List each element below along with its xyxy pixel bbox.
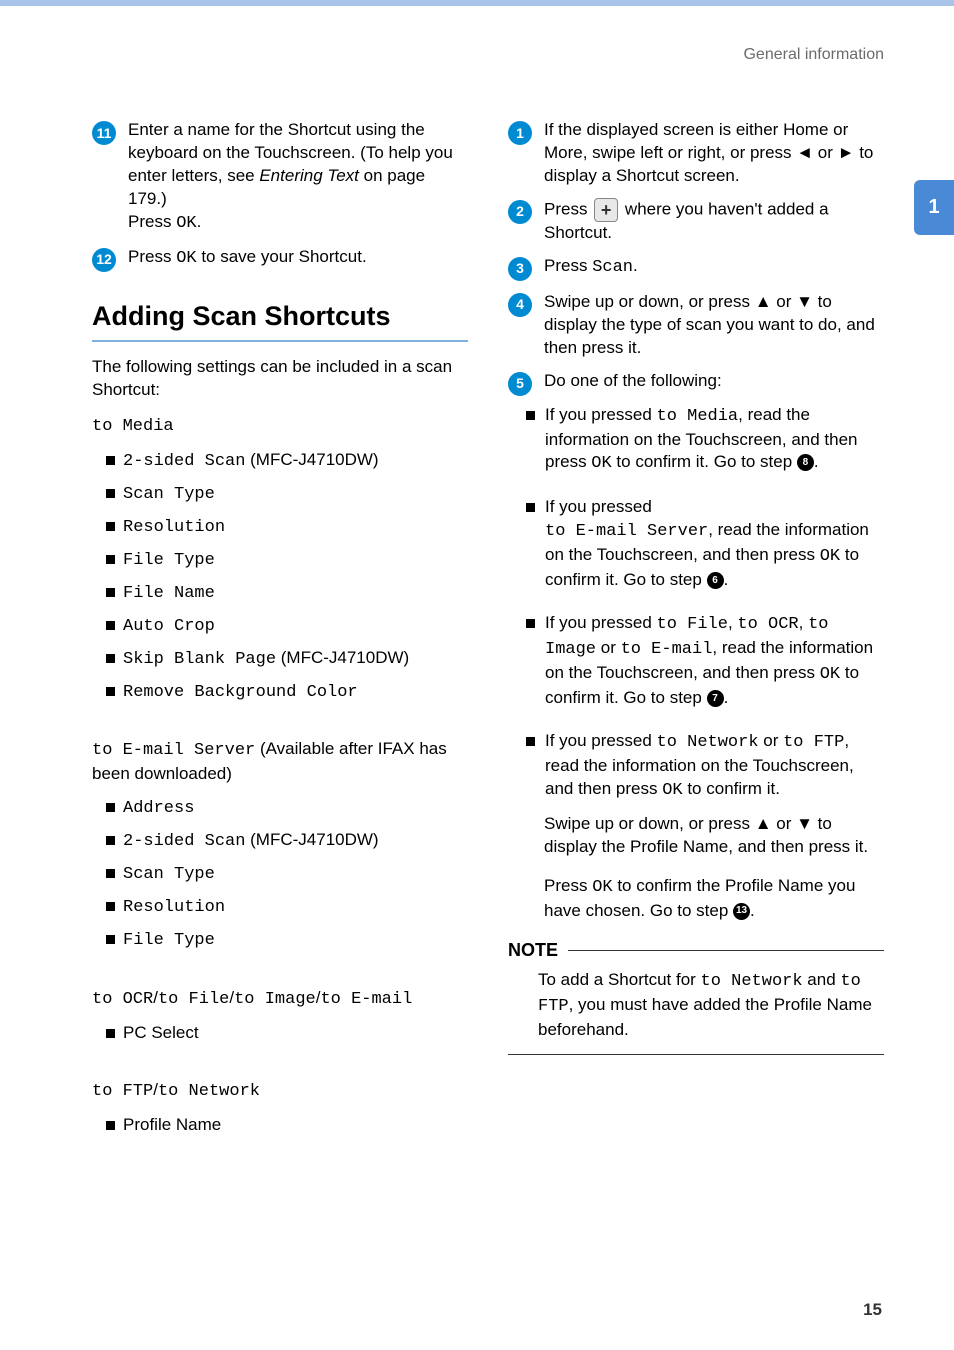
step-badge-12: 12 [92,248,116,272]
setting-item: File Type [92,928,468,953]
bullet-1-text: If you pressed to Media, read the inform… [545,404,884,477]
setting-item: Address [92,796,468,821]
top-border [0,0,954,6]
left-column: 11 Enter a name for the Shortcut using t… [92,119,468,1145]
note-header: NOTE [508,938,884,962]
note-body: To add a Shortcut for to Network and to … [508,963,884,1055]
bullet-3: If you pressed to File, to OCR, to Image… [526,612,884,710]
intro-para: The following settings can be included i… [92,356,468,402]
ref-badge-7: 7 [707,690,724,707]
step-badge-4: 4 [508,293,532,317]
step-4-text: Swipe up or down, or press ▲ or ▼ to dis… [544,291,884,360]
step-12: 12 Press OK to save your Shortcut. [92,246,468,272]
plus-icon: + [594,198,618,222]
setting-item: 2-sided Scan (MFC-J4710DW) [92,449,468,474]
section-rule [92,340,468,342]
step-badge-3: 3 [508,257,532,281]
bullet-2-text: If you pressed to E-mail Server, read th… [545,496,884,592]
setting-item: Remove Background Color [92,680,468,705]
bullet-3-text: If you pressed to File, to OCR, to Image… [545,612,884,710]
setting-item: Scan Type [92,482,468,507]
setting-item: Skip Blank Page (MFC-J4710DW) [92,647,468,672]
setting-item: Scan Type [92,862,468,887]
step-2: 2 Press + where you haven't added a Shor… [508,198,884,245]
step-3: 3 Press Scan. [508,255,884,281]
group-3-item: PC Select [92,1022,468,1045]
step-12-text: Press OK to save your Shortcut. [128,246,468,271]
step-5: 5 Do one of the following: [508,370,884,396]
extra-para-1: Swipe up or down, or press ▲ or ▼ to dis… [544,813,884,859]
step-11-text: Enter a name for the Shortcut using the … [128,119,468,236]
page-header: General information [0,46,954,64]
setting-item: Resolution [92,895,468,920]
note-line [568,950,884,952]
note-label: NOTE [508,938,558,962]
bullet-1: If you pressed to Media, read the inform… [526,404,884,477]
bullet-icon [526,737,535,746]
step-1: 1 If the displayed screen is either Home… [508,119,884,188]
step-4: 4 Swipe up or down, or press ▲ or ▼ to d… [508,291,884,360]
bullet-4-text: If you pressed to Network or to FTP, rea… [545,730,884,803]
section-heading: Adding Scan Shortcuts [92,298,468,334]
setting-item: File Type [92,548,468,573]
step-1-text: If the displayed screen is either Home o… [544,119,884,188]
step-3-text: Press Scan. [544,255,884,280]
bullet-icon [526,619,535,628]
group-1-list: 2-sided Scan (MFC-J4710DW) Scan Type Resol… [92,449,468,705]
ref-badge-8: 8 [797,454,814,471]
setting-item: Auto Crop [92,614,468,639]
setting-item: File Name [92,581,468,606]
chapter-tab: 1 [914,180,954,235]
setting-item: Resolution [92,515,468,540]
extra-para-2: Press OK to confirm the Profile Name you… [544,875,884,923]
step-2-text: Press + where you haven't added a Shortc… [544,198,884,245]
page-number: 15 [863,1300,882,1320]
step-badge-2: 2 [508,200,532,224]
content-area: 11 Enter a name for the Shortcut using t… [0,64,954,1145]
ref-badge-6: 6 [707,572,724,589]
step-badge-11: 11 [92,121,116,145]
bullet-4: If you pressed to Network or to FTP, rea… [526,730,884,803]
group-4-label: to FTP/to Network [92,1079,468,1104]
step-5-text: Do one of the following: [544,370,884,393]
right-column: 1 If the displayed screen is either Home… [508,119,884,1145]
group-4-item: Profile Name [92,1114,468,1137]
setting-item: 2-sided Scan (MFC-J4710DW) [92,829,468,854]
step-11: 11 Enter a name for the Shortcut using t… [92,119,468,236]
group-2-list: Address 2-sided Scan (MFC-J4710DW) Scan Ty… [92,796,468,953]
step-badge-1: 1 [508,121,532,145]
group-2-label: to E-mail Server (Available after IFAX h… [92,738,468,786]
step-badge-5: 5 [508,372,532,396]
group-1-label: to Media [92,416,468,439]
bullet-icon [526,503,535,512]
bullet-icon [526,411,535,420]
ref-badge-13: 13 [733,903,750,920]
bullet-2: If you pressed to E-mail Server, read th… [526,496,884,592]
group-3-label: to OCR/to File/to Image/to E-mail [92,987,468,1012]
